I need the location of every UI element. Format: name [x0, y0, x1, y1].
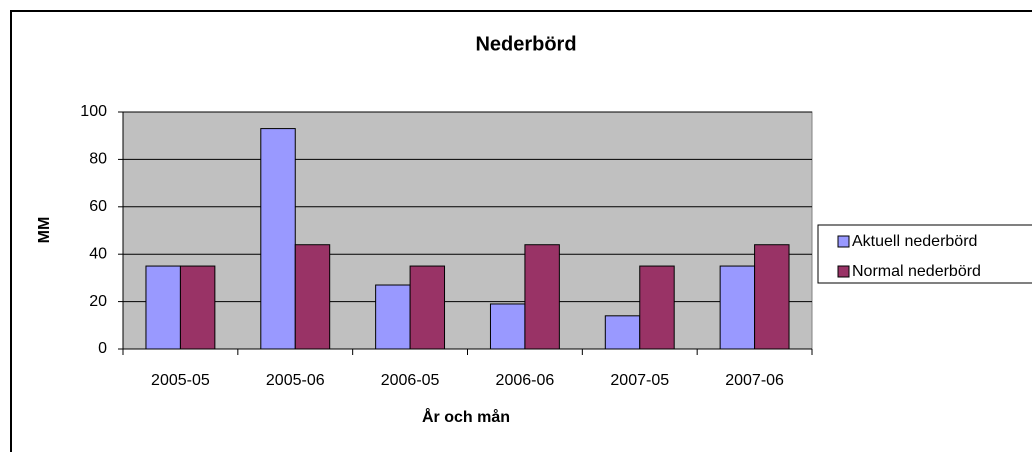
bar — [294, 244, 331, 350]
bar — [604, 315, 641, 350]
y-axis-title: MM — [36, 217, 53, 244]
bar — [260, 128, 296, 350]
y-tick-label: 20 — [89, 293, 107, 310]
bar — [489, 303, 526, 350]
legend-box — [817, 224, 1032, 284]
x-tick-label: 2005-06 — [266, 372, 325, 389]
legend-label: Aktuell nederbörd — [852, 233, 977, 250]
x-tick-label: 2006-05 — [381, 372, 440, 389]
bar — [375, 284, 411, 350]
y-tick-label: 40 — [89, 245, 107, 262]
bar — [754, 244, 790, 350]
y-tick-label: 60 — [89, 198, 107, 215]
y-tick-label: 0 — [98, 340, 107, 357]
x-axis-title: År och mån — [422, 407, 510, 426]
x-tick-label: 2007-05 — [610, 372, 669, 389]
legend-swatch — [837, 265, 850, 278]
bar — [145, 265, 181, 350]
bar — [639, 265, 675, 350]
y-tick-label: 100 — [80, 103, 107, 120]
x-tick-label: 2007-06 — [725, 372, 784, 389]
bar — [524, 244, 560, 350]
bar — [719, 265, 756, 350]
y-tick-label: 80 — [89, 151, 107, 168]
bar — [409, 265, 446, 350]
bar — [179, 265, 216, 350]
legend-label: Normal nederbörd — [852, 263, 981, 280]
legend-swatch — [837, 235, 850, 248]
plot-area — [122, 111, 813, 350]
x-tick-label: 2005-05 — [151, 372, 210, 389]
chart-title: Nederbörd — [475, 33, 576, 55]
x-tick-label: 2006-06 — [496, 372, 555, 389]
